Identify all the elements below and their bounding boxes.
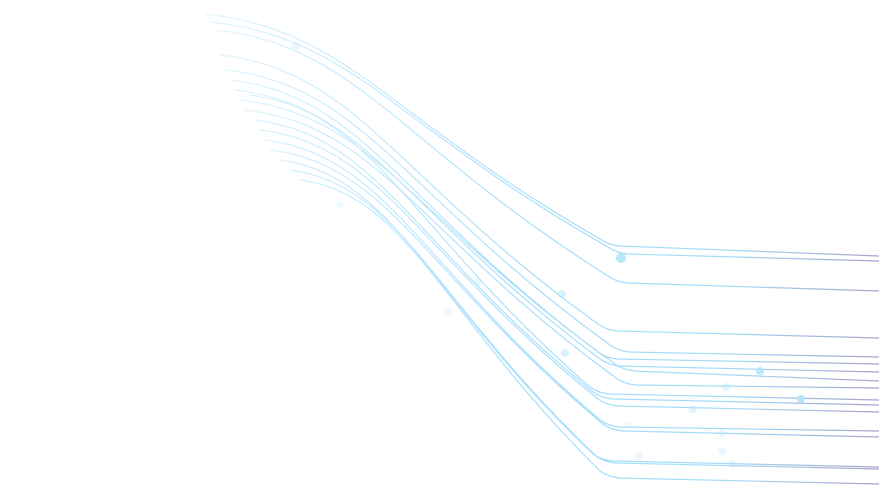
glow-dot	[718, 429, 726, 437]
glow-dot	[336, 201, 344, 209]
flow-line	[214, 29, 879, 292]
glow-dot	[635, 452, 643, 460]
glow-dot	[689, 405, 697, 413]
glow-dot	[561, 349, 569, 357]
glow-dot	[474, 278, 482, 286]
glow-dot	[444, 308, 452, 316]
glow-dot	[797, 395, 805, 403]
flow-line	[229, 79, 879, 365]
glow-dot	[624, 421, 632, 429]
glow-dot	[718, 447, 726, 455]
flow-line	[254, 119, 879, 406]
flow-line	[249, 94, 879, 401]
flow-line	[209, 21, 879, 262]
flow-line	[269, 149, 879, 438]
glow-dot	[292, 42, 300, 50]
glow-dot	[722, 383, 730, 391]
glow-dot	[558, 290, 566, 298]
flow-line	[264, 139, 879, 432]
flow-line	[239, 99, 879, 382]
glow-dot	[729, 460, 737, 468]
glow-dot	[756, 367, 764, 375]
flow-line	[224, 69, 879, 358]
flow-line	[299, 179, 879, 485]
flow-line	[204, 13, 879, 257]
flow-line	[259, 129, 879, 413]
glow-dot	[616, 253, 626, 263]
flow-line	[244, 109, 879, 389]
flow-line	[279, 159, 879, 468]
flow-line	[219, 54, 879, 339]
flow-line	[289, 169, 879, 470]
flow-line	[234, 89, 879, 373]
